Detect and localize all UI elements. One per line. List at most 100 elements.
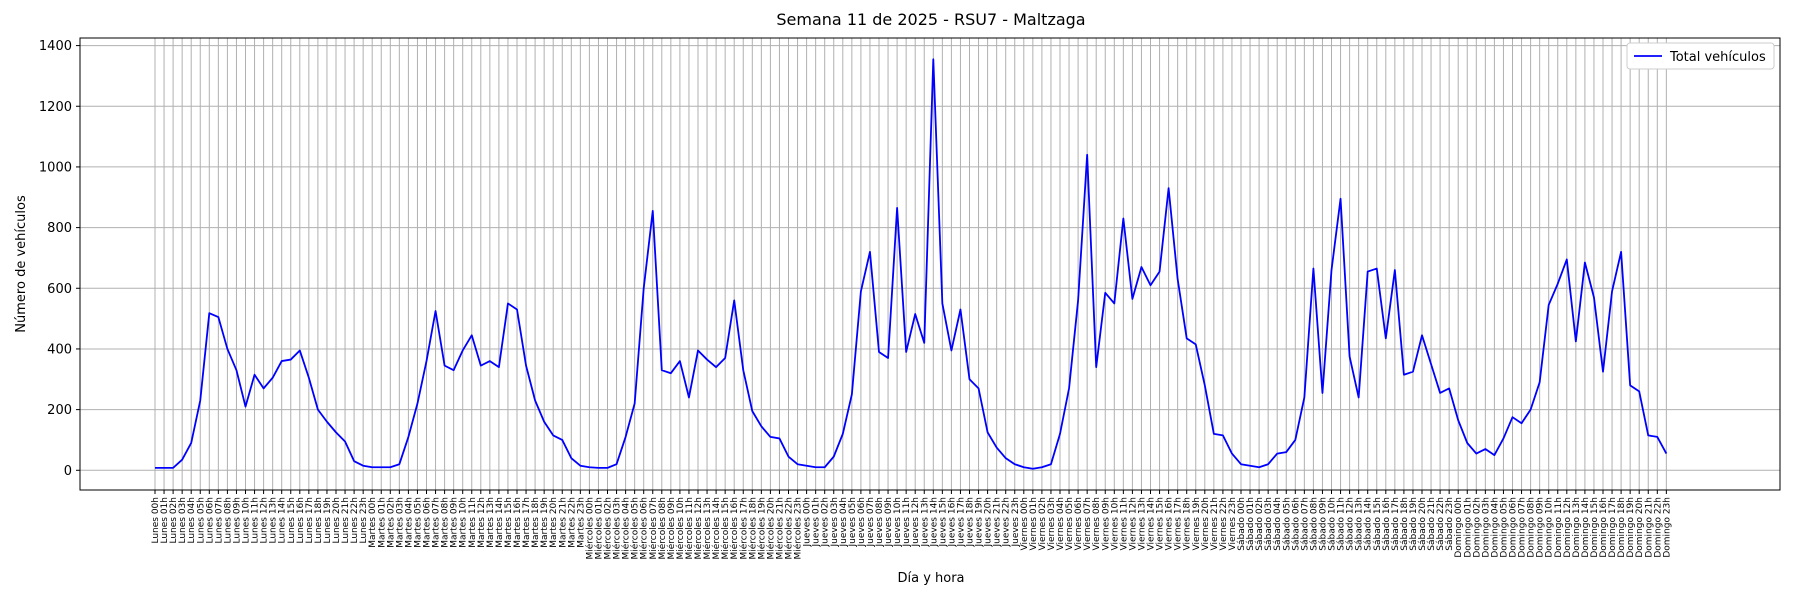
x-tick-label: Miércoles 13h [702, 497, 713, 560]
x-tick-label: Sábado 17h [1391, 497, 1401, 551]
x-tick-label: Sábado 00h [1237, 497, 1247, 551]
x-tick-label: Sábado 19h [1409, 497, 1419, 551]
x-tick-label: Jueves 06h [857, 497, 867, 547]
x-tick-label: Domingo 15h [1590, 497, 1600, 558]
x-tick-label: Lunes 01h [160, 497, 170, 544]
x-tick-label: Viernes 00h [1020, 497, 1030, 551]
legend: Total vehículos [1626, 42, 1775, 70]
x-tick-label: Viernes 04h [1056, 497, 1066, 551]
x-tick-label: Domingo 13h [1572, 497, 1582, 558]
x-tick-label: Martes 13h [486, 497, 496, 548]
x-tick-label: Miércoles 07h [648, 497, 659, 560]
x-tick-label: Lunes 00h [151, 497, 161, 544]
x-tick-label: Lunes 02h [169, 497, 179, 544]
x-tick-label: Sábado 20h [1418, 497, 1428, 551]
x-tick-label: Viernes 23h [1228, 497, 1238, 551]
x-tick-label: Lunes 08h [223, 497, 233, 544]
x-tick-label: Domingo 12h [1563, 497, 1573, 558]
x-tick-label: Jueves 01h [812, 497, 822, 547]
x-tick-label: Miércoles 06h [639, 497, 650, 560]
x-tick-label: Martes 03h [395, 497, 405, 548]
x-tick-label: Viernes 05h [1065, 497, 1075, 551]
x-axis-label: Día y hora [897, 571, 964, 586]
x-tick-label: Domingo 23h [1662, 497, 1672, 558]
x-tick-label: Jueves 18h [966, 497, 976, 547]
y-tick-label: 1000 [39, 160, 72, 175]
series-line [155, 58, 1668, 470]
x-tick-label: Domingo 09h [1536, 497, 1546, 558]
x-tick-label: Miércoles 16h [729, 497, 740, 560]
x-tick-label: Martes 02h [386, 497, 396, 548]
x-tick-label: Miércoles 01h [593, 497, 604, 560]
x-tick-label: Domingo 18h [1617, 497, 1627, 558]
y-tick-label: 1400 [39, 39, 72, 54]
chart-title: Semana 11 de 2025 - RSU7 - Maltzaga [776, 10, 1085, 29]
x-tick-label: Martes 23h [576, 497, 586, 548]
x-tick-label: Martes 04h [404, 497, 414, 548]
x-tick-label: Sábado 16h [1382, 497, 1392, 551]
x-tick-label: Lunes 21h [341, 497, 351, 544]
x-tick-label: Jueves 23h [1011, 497, 1021, 547]
x-tick-label: Sábado 15h [1373, 497, 1383, 551]
x-tick-label: Sábado 07h [1300, 497, 1310, 551]
x-tick-label: Jueves 02h [821, 497, 831, 547]
x-tick-label: Martes 05h [413, 497, 423, 548]
x-tick-label: Viernes 16h [1165, 497, 1175, 551]
x-tick-label: Jueves 16h [947, 497, 957, 547]
x-tick-label: Jueves 08h [875, 497, 885, 547]
x-tick-label: Miércoles 02h [603, 497, 614, 560]
x-tick-label: Miércoles 05h [630, 497, 641, 560]
x-tick-label: Miércoles 20h [765, 497, 776, 560]
x-tick-label: Sábado 01h [1246, 497, 1256, 551]
x-tick-label: Viernes 18h [1183, 497, 1193, 551]
x-tick-label: Domingo 17h [1608, 497, 1618, 558]
x-tick-label: Viernes 06h [1074, 497, 1084, 551]
x-tick-label: Lunes 23h [359, 497, 369, 544]
x-tick-label: Domingo 01h [1463, 497, 1473, 558]
x-tick-label: Jueves 15h [938, 497, 948, 547]
x-tick-label: Miércoles 21h [774, 497, 785, 560]
x-tick-label: Sábado 08h [1309, 497, 1319, 551]
x-axis-ticks: Lunes 00h Lunes 01h Lunes 02h Lunes 03h Lune… [151, 490, 1672, 560]
x-tick-label: Viernes 19h [1192, 497, 1202, 551]
x-tick-label: Jueves 17h [956, 497, 966, 547]
x-tick-label: Viernes 13h [1137, 497, 1147, 551]
x-tick-label: Jueves 05h [848, 497, 858, 547]
x-tick-label: Sábado 04h [1273, 497, 1283, 551]
x-tick-label: Miércoles 10h [675, 497, 686, 560]
x-tick-label: Domingo 10h [1545, 497, 1555, 558]
x-tick-label: Sábado 10h [1328, 497, 1338, 551]
x-tick-label: Jueves 21h [993, 497, 1003, 547]
x-tick-label: Domingo 07h [1518, 497, 1528, 558]
x-tick-label: Martes 00h [368, 497, 378, 548]
x-tick-label: Domingo 14h [1581, 497, 1591, 558]
x-tick-label: Miércoles 18h [747, 497, 758, 560]
x-tick-label: Jueves 04h [839, 497, 849, 547]
y-tick-label: 600 [47, 282, 72, 297]
y-axis-label: Número de vehículos [14, 195, 29, 333]
x-tick-label: Jueves 11h [902, 497, 912, 547]
x-tick-label: Miércoles 04h [621, 497, 632, 560]
x-tick-label: Viernes 07h [1083, 497, 1093, 551]
x-tick-label: Domingo 20h [1635, 497, 1645, 558]
x-tick-label: Domingo 22h [1653, 497, 1663, 558]
y-tick-label: 0 [64, 464, 72, 479]
x-tick-label: Miércoles 08h [657, 497, 668, 560]
x-tick-label: Sábado 21h [1427, 497, 1437, 551]
x-tick-label: Lunes 22h [350, 497, 360, 544]
x-tick-label: Martes 14h [495, 497, 505, 548]
x-tick-label: Jueves 14h [929, 497, 939, 547]
x-tick-label: Viernes 20h [1201, 497, 1211, 551]
x-tick-label: Viernes 10h [1110, 497, 1120, 551]
x-tick-label: Viernes 02h [1038, 497, 1048, 551]
x-tick-label: Lunes 04h [187, 497, 197, 544]
x-tick-label: Viernes 15h [1156, 497, 1166, 551]
y-tick-label: 400 [47, 342, 72, 357]
x-tick-label: Domingo 16h [1599, 497, 1609, 558]
x-tick-label: Lunes 18h [314, 497, 324, 544]
x-tick-label: Sábado 23h [1445, 497, 1455, 551]
x-tick-label: Miércoles 00h [584, 497, 595, 560]
x-tick-label: Viernes 03h [1047, 497, 1057, 551]
x-tick-label: Martes 10h [459, 497, 469, 548]
x-tick-label: Miércoles 15h [720, 497, 731, 560]
